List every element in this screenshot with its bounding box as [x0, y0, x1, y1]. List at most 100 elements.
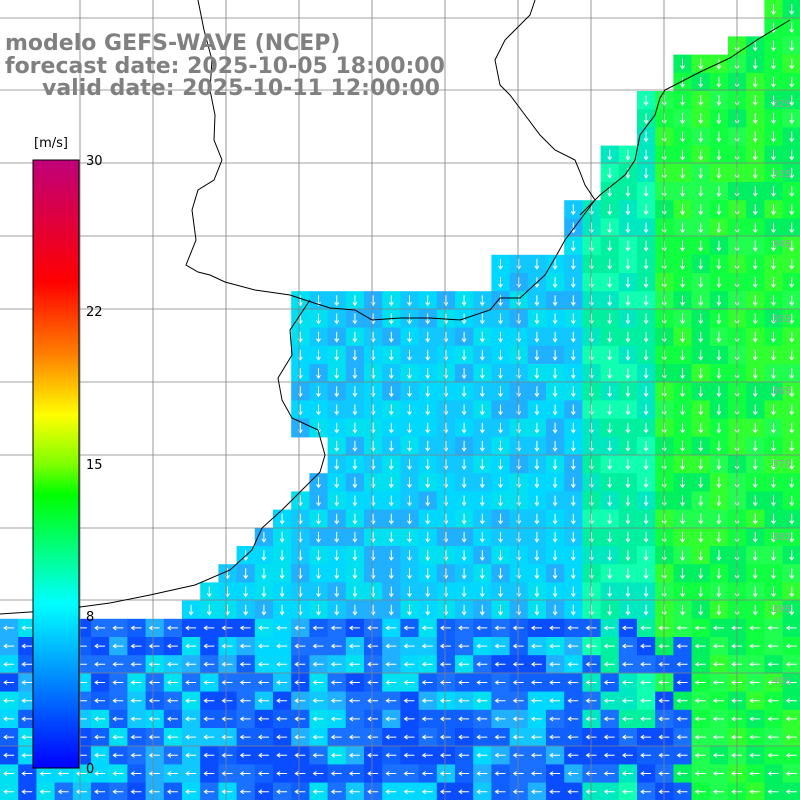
- wind-arrow: [698, 331, 704, 343]
- lat-label: 40S: [772, 676, 791, 687]
- wind-arrow: [789, 495, 795, 507]
- wind-arrow: [476, 643, 488, 649]
- wind-arrow: [407, 531, 412, 543]
- wind-arrow: [479, 550, 485, 562]
- wind-arrow: [439, 680, 451, 685]
- wind-arrow: [239, 625, 251, 631]
- wind-arrow: [643, 568, 649, 580]
- wind-arrow: [676, 625, 688, 631]
- wind-arrow: [789, 404, 795, 416]
- wind-arrow: [752, 295, 758, 307]
- wind-arrow: [752, 440, 758, 452]
- wind-arrow: [425, 513, 431, 525]
- wind-arrow: [334, 604, 340, 616]
- wind-arrow: [367, 698, 379, 704]
- wind-arrow: [443, 349, 449, 361]
- wind-arrow: [789, 58, 795, 70]
- wind-arrow: [625, 349, 631, 361]
- wind-arrow: [625, 404, 631, 416]
- wind-arrow: [516, 331, 522, 343]
- wind-arrow: [334, 477, 340, 489]
- wind-arrow: [680, 331, 685, 343]
- wind-arrow: [75, 771, 87, 776]
- wind-arrow: [494, 752, 506, 758]
- wind-arrow: [407, 404, 412, 416]
- wind-arrow: [498, 495, 503, 507]
- wind-arrow: [316, 404, 321, 416]
- wind-arrow: [767, 643, 779, 649]
- wind-arrow: [330, 734, 342, 740]
- wind-arrow: [570, 586, 576, 598]
- wind-arrow: [498, 604, 503, 616]
- wind-arrow: [425, 295, 431, 307]
- wind-arrow: [352, 368, 358, 380]
- wind-arrow: [458, 734, 470, 740]
- wind-arrow: [680, 258, 685, 270]
- wind-arrow: [516, 477, 522, 489]
- wind-arrow: [680, 277, 685, 289]
- wind-arrow: [461, 331, 467, 343]
- wind-arrow: [294, 661, 306, 667]
- wind-arrow: [621, 680, 633, 685]
- wind-arrow: [330, 643, 342, 649]
- wind-arrow: [516, 368, 522, 380]
- wind-arrow: [749, 661, 761, 667]
- wind-arrow: [680, 404, 685, 416]
- wind-arrow: [498, 295, 503, 307]
- wind-arrow: [607, 167, 613, 179]
- wind-arrow: [771, 40, 776, 52]
- wind-arrow: [461, 459, 467, 471]
- wind-arrow: [461, 404, 467, 416]
- wind-arrow: [712, 789, 724, 795]
- wind-arrow: [403, 752, 415, 758]
- wind-arrow: [785, 625, 797, 631]
- wind-arrow: [3, 752, 15, 758]
- wind-arrow: [771, 58, 776, 70]
- wind-arrow: [276, 661, 288, 667]
- wind-arrow: [352, 349, 358, 361]
- wind-arrow: [752, 277, 758, 289]
- wind-arrow: [680, 440, 685, 452]
- wind-arrow: [367, 643, 379, 649]
- wind-arrow: [352, 331, 358, 343]
- wind-arrow: [148, 698, 160, 704]
- wind-arrow: [785, 698, 797, 704]
- wind-arrow: [607, 404, 613, 416]
- latitude-labels: 32S 33S 34S 35S 36S 37S 38S 39S 40S: [772, 99, 791, 687]
- wind-arrow: [498, 440, 503, 452]
- wind-arrow: [421, 698, 433, 704]
- wind-arrow: [461, 422, 467, 434]
- wind-arrow: [498, 368, 503, 380]
- wind-arrow: [498, 550, 503, 562]
- wind-arrow: [352, 513, 358, 525]
- wind-arrow: [407, 386, 412, 398]
- wind-arrow: [771, 604, 776, 616]
- wind-arrow: [243, 586, 249, 598]
- wind-arrow: [479, 422, 485, 434]
- wind-arrow: [752, 222, 758, 234]
- wind-arrow: [789, 204, 795, 216]
- wind-arrow: [752, 404, 758, 416]
- wind-arrow: [516, 386, 522, 398]
- wind-arrow: [643, 349, 649, 361]
- wind-arrow: [443, 440, 449, 452]
- wind-arrow: [767, 716, 779, 722]
- wind-arrow: [680, 386, 685, 398]
- wind-arrow: [352, 531, 358, 543]
- wind-arrow: [479, 386, 485, 398]
- wind-arrow: [407, 440, 412, 452]
- wind-arrow: [716, 586, 722, 598]
- wind-arrow: [530, 698, 542, 704]
- wind-arrow: [276, 716, 288, 722]
- wind-arrow: [239, 789, 251, 795]
- wind-arrow: [643, 386, 649, 398]
- wind-arrow: [494, 680, 506, 685]
- wind-arrow: [388, 531, 394, 543]
- wind-arrow: [570, 404, 576, 416]
- wind-arrow: [112, 752, 124, 758]
- wind-arrow: [443, 550, 449, 562]
- wind-arrow: [789, 550, 795, 562]
- wind-arrow: [334, 295, 340, 307]
